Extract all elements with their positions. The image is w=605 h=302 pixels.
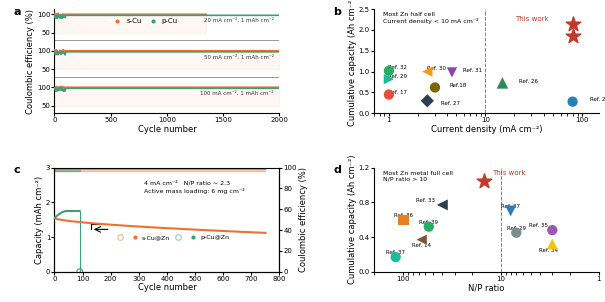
Text: 20 mA cm⁻², 1 mAh cm⁻²: 20 mA cm⁻², 1 mAh cm⁻² — [204, 18, 274, 23]
Text: c: c — [14, 165, 21, 175]
Text: 4 mA cm⁻²   N/P ratio ∼ 2.3: 4 mA cm⁻² N/P ratio ∼ 2.3 — [145, 180, 231, 185]
Legend: s-Cu, p-Cu: s-Cu, p-Cu — [108, 16, 180, 27]
Point — [424, 224, 434, 229]
Point — [384, 92, 394, 97]
Point — [548, 242, 557, 246]
Point — [548, 228, 557, 233]
Text: 50 mA cm⁻², 1 mAh cm⁻²: 50 mA cm⁻², 1 mAh cm⁻² — [204, 54, 274, 59]
Point — [511, 230, 521, 235]
Point — [567, 99, 577, 104]
X-axis label: N/P ratio: N/P ratio — [468, 283, 505, 292]
Text: Ref. 17: Ref. 17 — [388, 90, 407, 95]
Text: Most Zn metal full cell
N/P ratio > 10: Most Zn metal full cell N/P ratio > 10 — [383, 171, 453, 182]
Y-axis label: Coulombic efficiency (%): Coulombic efficiency (%) — [27, 9, 36, 114]
Point — [422, 69, 432, 74]
Point — [422, 98, 432, 103]
Point — [75, 269, 85, 274]
Text: b: b — [333, 7, 341, 17]
Text: Ref. 37: Ref. 37 — [501, 204, 520, 209]
Text: a: a — [14, 7, 21, 17]
Point — [567, 34, 577, 39]
X-axis label: Cycle number: Cycle number — [137, 125, 197, 134]
Text: Ref. 30: Ref. 30 — [427, 66, 446, 71]
Point — [479, 178, 489, 183]
Text: Ref. 14: Ref. 14 — [412, 243, 431, 248]
Point — [506, 209, 515, 214]
Text: 100 mA cm⁻², 1 mAh cm⁻²: 100 mA cm⁻², 1 mAh cm⁻² — [200, 91, 274, 96]
Text: Ref. 33: Ref. 33 — [416, 198, 434, 203]
Point — [567, 21, 577, 26]
Point — [399, 217, 408, 222]
Text: Ref. 36: Ref. 36 — [394, 213, 413, 218]
Point — [384, 68, 394, 73]
Point — [497, 80, 507, 85]
Y-axis label: Cumulative capacity (Ah cm⁻²): Cumulative capacity (Ah cm⁻²) — [348, 0, 357, 126]
Text: Ref. 28: Ref. 28 — [590, 98, 605, 102]
Text: Most Zn half cell
Current density < 10 mA cm⁻²: Most Zn half cell Current density < 10 m… — [383, 12, 479, 24]
Legend: , s-Cu@Zn, , p-Cu@Zn: , s-Cu@Zn, , p-Cu@Zn — [111, 232, 232, 243]
Text: This work: This work — [515, 16, 549, 22]
Text: d: d — [333, 165, 341, 175]
Text: Ref. 32: Ref. 32 — [388, 65, 407, 70]
Text: Ref. 31: Ref. 31 — [463, 68, 482, 73]
X-axis label: Current density (mA cm⁻²): Current density (mA cm⁻²) — [431, 125, 542, 134]
Text: Ref. 34: Ref. 34 — [538, 249, 558, 253]
Text: Ref.18: Ref.18 — [449, 83, 466, 88]
Point — [437, 202, 447, 207]
Text: Ref. 29: Ref. 29 — [388, 74, 407, 79]
Point — [417, 237, 427, 242]
Point — [391, 255, 401, 259]
Text: Ref. 39: Ref. 39 — [419, 220, 438, 225]
Text: This work: This work — [492, 170, 526, 176]
Y-axis label: Coulombic efficiency (%): Coulombic efficiency (%) — [298, 167, 307, 272]
Text: Ref. 26: Ref. 26 — [520, 79, 538, 84]
Point — [447, 70, 457, 75]
Point — [384, 77, 394, 82]
Text: Ref. 35: Ref. 35 — [529, 223, 548, 228]
Text: Ref. 29: Ref. 29 — [507, 226, 526, 231]
Text: Active mass loading: 6 mg cm⁻²: Active mass loading: 6 mg cm⁻² — [145, 188, 245, 194]
X-axis label: Cycle number: Cycle number — [137, 283, 197, 292]
Y-axis label: Capacity (mAh cm⁻²): Capacity (mAh cm⁻²) — [36, 175, 44, 264]
Point — [430, 85, 440, 90]
Text: Ref. 37: Ref. 37 — [386, 250, 405, 255]
Text: Ref. 27: Ref. 27 — [442, 101, 460, 106]
Y-axis label: Cumulative capacity (Ah cm⁻²): Cumulative capacity (Ah cm⁻²) — [348, 155, 357, 284]
